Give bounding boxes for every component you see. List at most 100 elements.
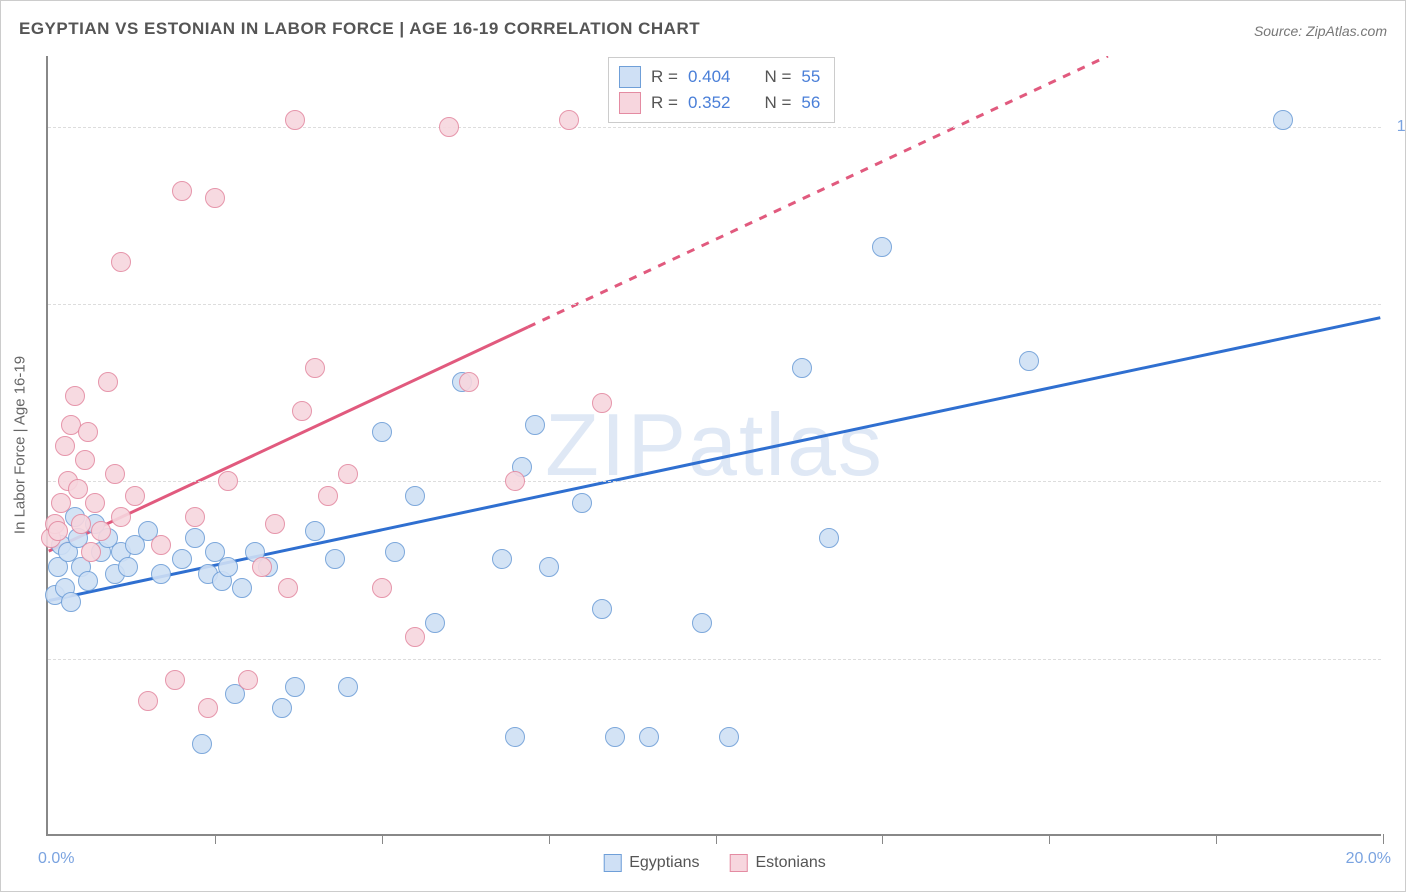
data-point [71, 514, 91, 534]
data-point [505, 471, 525, 491]
r-value: 0.352 [688, 93, 731, 113]
y-tick-label: 25.0% [1396, 650, 1406, 668]
chart-title: EGYPTIAN VS ESTONIAN IN LABOR FORCE | AG… [19, 19, 700, 39]
data-point [218, 557, 238, 577]
n-label: N = [764, 93, 791, 113]
data-point [165, 670, 185, 690]
legend-swatch [730, 854, 748, 872]
data-point [872, 237, 892, 257]
data-point [338, 464, 358, 484]
y-axis-title: In Labor Force | Age 16-19 [12, 356, 29, 534]
data-point [81, 542, 101, 562]
data-point [78, 422, 98, 442]
y-tick-label: 75.0% [1396, 295, 1406, 313]
data-point [151, 535, 171, 555]
data-point [692, 613, 712, 633]
data-point [185, 507, 205, 527]
bottom-legend: Egyptians Estonians [603, 854, 826, 872]
x-tick [1049, 834, 1050, 844]
legend-swatch [603, 854, 621, 872]
data-point [285, 110, 305, 130]
x-tick [716, 834, 717, 844]
data-point [305, 358, 325, 378]
data-point [639, 727, 659, 747]
data-point [151, 564, 171, 584]
data-point [292, 401, 312, 421]
gridline-h [48, 127, 1381, 128]
data-point [539, 557, 559, 577]
data-point [492, 549, 512, 569]
n-value: 56 [801, 93, 820, 113]
data-point [1273, 110, 1293, 130]
data-point [439, 117, 459, 137]
data-point [138, 691, 158, 711]
x-tick [882, 834, 883, 844]
gridline-h [48, 481, 1381, 482]
x-label-left: 0.0% [38, 850, 74, 868]
data-point [385, 542, 405, 562]
data-point [505, 727, 525, 747]
data-point [218, 471, 238, 491]
x-tick [382, 834, 383, 844]
data-point [559, 110, 579, 130]
data-point [285, 677, 305, 697]
data-point [198, 698, 218, 718]
x-label-right: 20.0% [1346, 850, 1391, 868]
data-point [111, 507, 131, 527]
data-point [51, 493, 71, 513]
x-tick [215, 834, 216, 844]
r-label: R = [651, 93, 678, 113]
data-point [325, 549, 345, 569]
legend-label: Egyptians [629, 854, 699, 872]
r-label: R = [651, 67, 678, 87]
stats-legend-row: R = 0.352 N = 56 [619, 90, 820, 116]
data-point [605, 727, 625, 747]
gridline-h [48, 659, 1381, 660]
r-value: 0.404 [688, 67, 731, 87]
data-point [98, 372, 118, 392]
data-point [205, 188, 225, 208]
x-tick [549, 834, 550, 844]
bottom-legend-item: Egyptians [603, 854, 699, 872]
data-point [111, 252, 131, 272]
data-point [278, 578, 298, 598]
data-point [192, 734, 212, 754]
x-tick [1383, 834, 1384, 844]
stats-legend-row: R =0.404N =55 [619, 64, 820, 90]
data-point [125, 486, 145, 506]
plot-area: In Labor Force | Age 16-19 ZIPatlas R =0… [46, 56, 1381, 836]
data-point [425, 613, 445, 633]
legend-swatch [619, 92, 641, 114]
y-tick-label: 50.0% [1396, 472, 1406, 490]
data-point [75, 450, 95, 470]
n-value: 55 [801, 67, 820, 87]
data-point [85, 493, 105, 513]
legend-swatch [619, 66, 641, 88]
data-point [68, 479, 88, 499]
data-point [719, 727, 739, 747]
data-point [238, 670, 258, 690]
data-point [405, 627, 425, 647]
data-point [55, 436, 75, 456]
data-point [459, 372, 479, 392]
data-point [572, 493, 592, 513]
data-point [172, 181, 192, 201]
data-point [272, 698, 292, 718]
y-tick-label: 100.0% [1396, 118, 1406, 136]
data-point [265, 514, 285, 534]
data-point [318, 486, 338, 506]
data-point [819, 528, 839, 548]
data-point [792, 358, 812, 378]
bottom-legend-item: Estonians [730, 854, 826, 872]
data-point [372, 578, 392, 598]
data-point [592, 393, 612, 413]
x-tick [1216, 834, 1217, 844]
data-point [405, 486, 425, 506]
data-point [338, 677, 358, 697]
data-point [252, 557, 272, 577]
data-point [61, 592, 81, 612]
data-point [105, 464, 125, 484]
legend-label: Estonians [756, 854, 826, 872]
data-point [185, 528, 205, 548]
data-point [305, 521, 325, 541]
